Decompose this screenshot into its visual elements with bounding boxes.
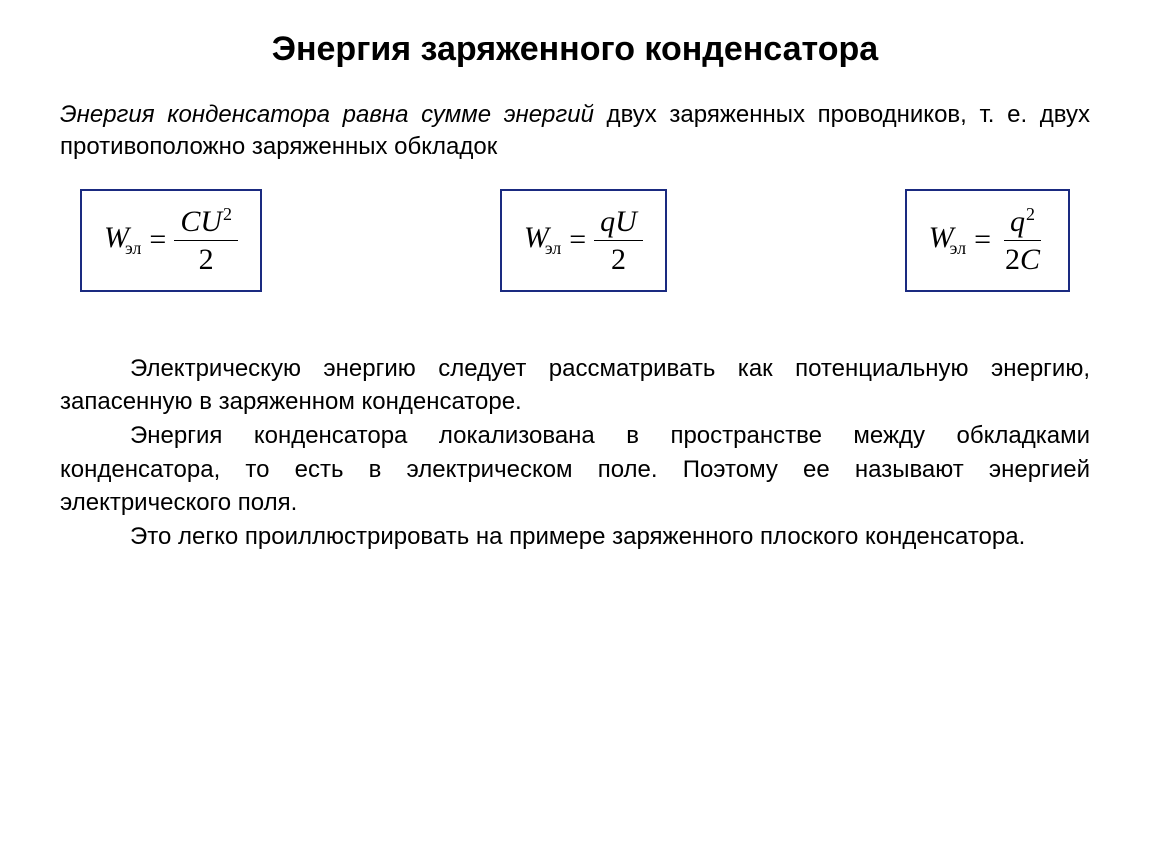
formula-lhs: Wэл — [524, 221, 561, 259]
equals-sign: = — [974, 223, 991, 257]
intro-italic: Энергия конденсатора равна сумме энергий — [60, 101, 594, 128]
body-text: Электрическую энергию следует рассматрив… — [60, 352, 1090, 554]
page-title: Энергия заряженного конденсатора — [60, 30, 1090, 69]
slide-page: Энергия заряженного конденсатора Энергия… — [0, 0, 1150, 593]
var-c: C — [1020, 243, 1040, 276]
denominator-2: 2 — [605, 241, 632, 276]
const-2: 2 — [1005, 243, 1020, 276]
paragraph-1: Электрическую энергию следует рассматрив… — [60, 352, 1090, 419]
formula-row: Wэл = CU2 2 Wэл = qU — [80, 189, 1070, 292]
formula-lhs: Wэл — [929, 221, 966, 259]
equals-sign: = — [149, 223, 166, 257]
fraction-3: q2 2C — [999, 205, 1046, 276]
numerator-3: q2 — [1004, 205, 1041, 241]
numerator-1: CU2 — [174, 205, 238, 241]
exponent-2: 2 — [1026, 204, 1035, 224]
formula-3: Wэл = q2 2C — [905, 189, 1070, 292]
var-u: U — [615, 205, 637, 238]
var-q: q — [600, 205, 615, 238]
var-q: q — [1010, 205, 1025, 238]
denominator-1: 2 — [193, 241, 220, 276]
formula-1: Wэл = CU2 2 — [80, 189, 262, 292]
subscript-el: эл — [545, 238, 561, 258]
p2-text: Энергия конденсатора локализована в прос… — [60, 422, 1090, 516]
fraction-1: CU2 2 — [174, 205, 238, 276]
paragraph-2: Энергия конденсатора локализована в прос… — [60, 419, 1090, 520]
denominator-3: 2C — [999, 241, 1046, 276]
p1-text: Электрическую энергию следует рассматрив… — [60, 355, 1090, 416]
var-u: U — [200, 205, 222, 238]
formula-2: Wэл = qU 2 — [500, 189, 667, 292]
numerator-2: qU — [594, 205, 643, 241]
subscript-el: эл — [950, 238, 966, 258]
formula-lhs: Wэл — [104, 221, 141, 259]
subscript-el: эл — [125, 238, 141, 258]
p3-text: Это легко проиллюстрировать на примере з… — [130, 523, 1025, 550]
paragraph-3: Это легко проиллюстрировать на примере з… — [60, 520, 1090, 554]
fraction-2: qU 2 — [594, 205, 643, 276]
exponent-2: 2 — [223, 204, 232, 224]
equals-sign: = — [569, 223, 586, 257]
intro-text: Энергия конденсатора равна сумме энергий… — [60, 99, 1090, 164]
var-c: C — [180, 205, 200, 238]
